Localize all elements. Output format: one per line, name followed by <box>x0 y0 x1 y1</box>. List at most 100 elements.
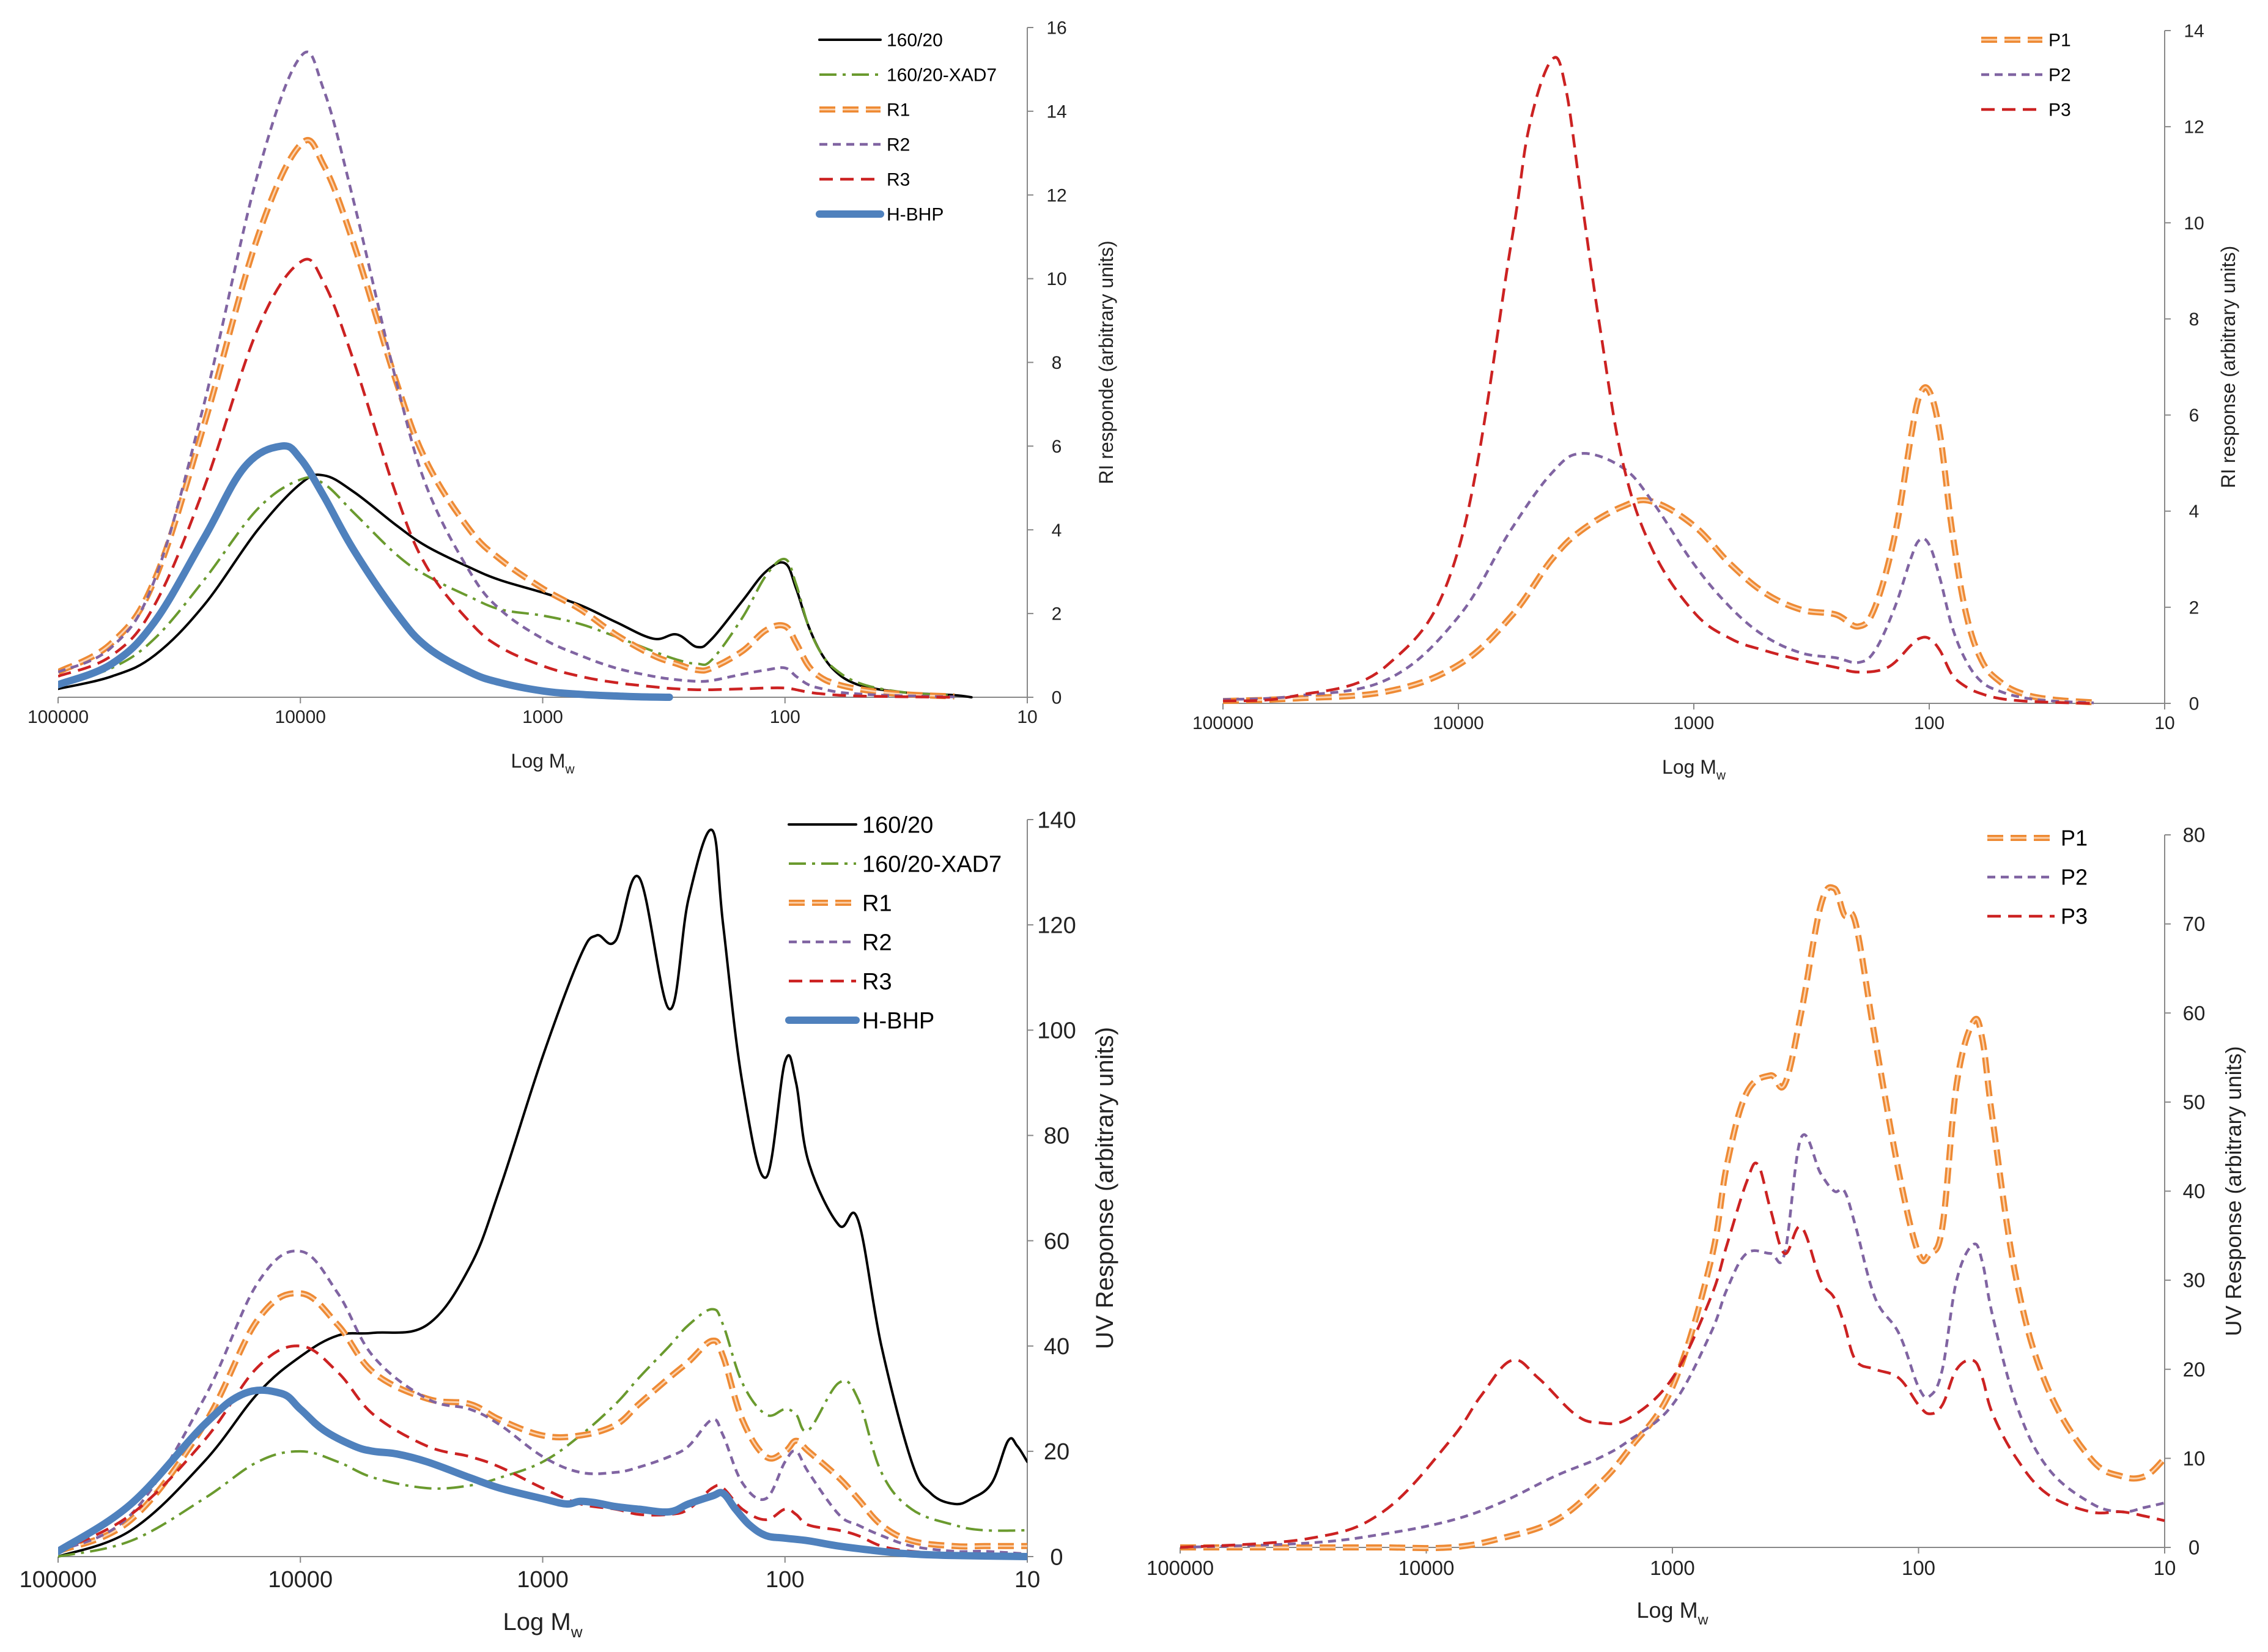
y-tick-label: 8 <box>2189 309 2200 330</box>
y-tick-label: 30 <box>2183 1269 2206 1292</box>
legend-label: R3 <box>862 969 892 995</box>
series-line-p1-highlight <box>1180 886 2165 1549</box>
y-axis-title: UV Response (arbitrary units) <box>1092 1027 1118 1349</box>
series-line-160-20 <box>58 473 973 698</box>
legend-label: R1 <box>887 100 910 120</box>
series-line-p3 <box>1223 56 2094 705</box>
y-tick-label: 20 <box>1044 1439 1069 1465</box>
x-tick-label: 100 <box>770 707 800 727</box>
x-tick-label: 10000 <box>1398 1557 1455 1579</box>
legend-label: R2 <box>887 135 910 155</box>
y-tick-label: 6 <box>2189 406 2200 426</box>
series-line-r2 <box>58 50 955 698</box>
y-tick-label: 60 <box>2183 1002 2206 1024</box>
x-tick-label: 100000 <box>1147 1557 1214 1579</box>
y-tick-label: 10 <box>1046 269 1066 289</box>
legend-label: 160/20-XAD7 <box>887 65 997 86</box>
x-axis-title: Log Mw <box>511 750 575 777</box>
x-tick-label: 10000 <box>275 707 326 727</box>
x-tick-label: 1000 <box>517 1567 569 1593</box>
legend-label: P3 <box>2061 904 2088 929</box>
y-tick-label: 0 <box>2189 1536 2200 1559</box>
legend-label: P2 <box>2048 65 2071 86</box>
y-axis-title: RI response (arbitrary units) <box>2217 246 2239 489</box>
legend-label: P3 <box>2048 100 2071 120</box>
panel-c-uv-chromatogram: 100000 10000 1000 100 10020406080100120140Lo… <box>20 807 1118 1641</box>
legend: P1 P2 P3 <box>1981 31 2071 120</box>
y-tick-label: 40 <box>1044 1334 1069 1360</box>
y-tick-label: 2 <box>2189 598 2200 618</box>
y-tick-label: 70 <box>2183 913 2206 935</box>
y-tick-label: 140 <box>1037 807 1076 833</box>
legend-label: 160/20 <box>887 31 943 51</box>
series-group <box>1223 56 2094 706</box>
y-tick-label: 2 <box>1052 604 1062 624</box>
series-line-p2 <box>1180 1133 2165 1549</box>
x-tick-label: 10000 <box>268 1567 333 1593</box>
y-tick-label: 100 <box>1037 1018 1076 1044</box>
y-tick-label: 14 <box>2184 21 2204 42</box>
series-line-r3 <box>58 257 955 699</box>
y-tick-label: 60 <box>1044 1229 1069 1254</box>
y-tick-label: 80 <box>1044 1124 1069 1149</box>
y-tick-label: 120 <box>1037 913 1076 938</box>
x-axis-title: Log Mw <box>1637 1598 1708 1628</box>
series-line-r1-highlight <box>58 1292 1027 1552</box>
y-tick-label: 0 <box>1050 1544 1063 1570</box>
legend-label: 160/20-XAD7 <box>862 851 1002 877</box>
legend-label: 160/20 <box>862 812 933 838</box>
series-line-r2 <box>58 1250 1027 1555</box>
series-line-160-20-xad7 <box>58 476 955 697</box>
legend-label: R1 <box>862 891 892 916</box>
series-line-h-bhp <box>58 1386 1027 1560</box>
y-tick-label: 6 <box>1052 437 1062 457</box>
series-line-160-20 <box>58 828 1027 1558</box>
y-tick-label: 10 <box>2184 213 2204 234</box>
x-tick-label: 10 <box>2154 713 2174 733</box>
x-axis-title: Log Mw <box>503 1609 583 1641</box>
legend: 160/20 160/20-XAD7 R1 R2 R3 H-BHP <box>816 31 997 225</box>
x-tick-label: 10 <box>1014 1567 1040 1593</box>
legend-label: H-BHP <box>887 205 944 225</box>
y-tick-label: 0 <box>1052 688 1062 708</box>
series-line-p3 <box>1180 1161 2165 1549</box>
legend-label: H-BHP <box>862 1008 934 1034</box>
y-tick-label: 14 <box>1046 102 1066 122</box>
y-tick-label: 4 <box>2189 502 2200 522</box>
x-tick-label: 100000 <box>28 707 89 727</box>
y-tick-label: 12 <box>1046 185 1066 206</box>
x-tick-label: 10 <box>2154 1557 2176 1579</box>
x-tick-label: 100 <box>1914 713 1945 733</box>
x-axis-title: Log Mw <box>1662 756 1726 783</box>
legend-label: P1 <box>2048 31 2071 51</box>
legend-label: P2 <box>2061 865 2088 890</box>
series-line-r3 <box>58 1344 1027 1557</box>
x-tick-label: 10000 <box>1433 713 1483 733</box>
series-line-p1 <box>1180 884 2165 1552</box>
x-tick-label: 100 <box>766 1567 804 1593</box>
series-line-r1-highlight <box>58 139 955 697</box>
legend-label: R3 <box>887 170 910 190</box>
y-axis-title: RI responde (arbitrary units) <box>1095 240 1117 484</box>
legend: P1 P2 P3 <box>1987 826 2088 929</box>
legend-label: P1 <box>2061 826 2088 851</box>
x-tick-label: 1000 <box>1650 1557 1694 1579</box>
y-tick-label: 40 <box>2183 1180 2206 1202</box>
series-group <box>58 50 973 701</box>
legend: 160/20 160/20-XAD7 R1 R2 R3 H-BHP <box>785 812 1002 1034</box>
y-tick-label: 16 <box>1046 18 1066 39</box>
x-tick-label: 100000 <box>1192 713 1254 733</box>
y-tick-label: 50 <box>2183 1091 2206 1113</box>
x-tick-label: 1000 <box>522 707 563 727</box>
y-tick-label: 20 <box>2183 1358 2206 1380</box>
series-line-p2 <box>1223 452 2094 705</box>
y-tick-label: 0 <box>2189 694 2200 714</box>
x-tick-label: 1000 <box>1674 713 1715 733</box>
series-line-160-20-xad7 <box>58 1308 1027 1558</box>
y-tick-label: 8 <box>1052 353 1062 373</box>
series-line-p1-highlight <box>1223 386 2094 703</box>
x-tick-label: 100 <box>1902 1557 1935 1579</box>
